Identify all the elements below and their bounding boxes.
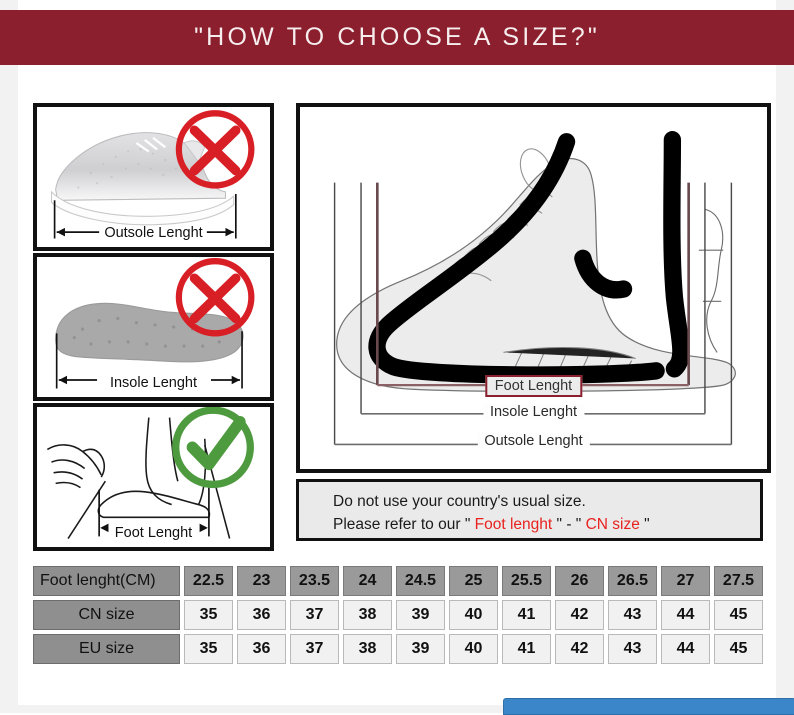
- table-row-cells: 35 36 37 38 39 40 41 42 43 44 45: [180, 600, 763, 630]
- table-cell: 26: [555, 566, 604, 596]
- table-cell: 42: [555, 634, 604, 664]
- foot-measure-illustration: [46, 407, 254, 539]
- note-line-1: Do not use your country's usual size.: [333, 493, 586, 510]
- table-row-label: EU size: [33, 634, 180, 664]
- table-cell: 45: [714, 600, 763, 630]
- table-cell: 26.5: [608, 566, 657, 596]
- table-row: CN size 35 36 37 38 39 40 41 42 43 44 45: [33, 600, 763, 630]
- table-cell: 36: [237, 634, 286, 664]
- table-cell: 38: [343, 634, 392, 664]
- table-cell: 44: [661, 600, 710, 630]
- panel-outsole-label: Outsole Lenght: [104, 225, 203, 241]
- table-cell: 43: [608, 634, 657, 664]
- table-row: Foot lenght(CM) 22.5 23 23.5 24 24.5 25 25.5 26 2…: [33, 566, 763, 596]
- note-term-cn-size: CN size: [585, 516, 640, 533]
- table-cell: 39: [396, 634, 445, 664]
- panel-insole-length: Insole Lenght: [33, 253, 274, 401]
- insole-illustration: [55, 258, 255, 389]
- table-cell: 41: [502, 634, 551, 664]
- main-label-outsole-length: Outsole Lenght: [477, 433, 590, 449]
- table-cell: 24: [343, 566, 392, 596]
- table-cell: 24.5: [396, 566, 445, 596]
- size-conversion-table: Foot lenght(CM) 22.5 23 23.5 24 24.5 25 25.5 26 2…: [33, 566, 763, 668]
- header-banner: "HOW TO CHOOSE A SIZE?": [0, 10, 794, 65]
- page-title: "HOW TO CHOOSE A SIZE?": [194, 23, 600, 51]
- table-cell: 35: [184, 600, 233, 630]
- bottom-blue-bar[interactable]: [503, 698, 794, 715]
- table-cell: 23.5: [290, 566, 339, 596]
- table-cell: 37: [290, 634, 339, 664]
- table-cell: 37: [290, 600, 339, 630]
- panel-foot-length: Foot Lenght: [33, 403, 274, 551]
- note-suffix: ": [639, 516, 650, 533]
- table-cell: 43: [608, 600, 657, 630]
- table-cell: 44: [661, 634, 710, 664]
- note-box: Do not use your country's usual size. Pl…: [296, 479, 763, 541]
- table-cell: 45: [714, 634, 763, 664]
- table-row-label: CN size: [33, 600, 180, 630]
- note-line-2: Please refer to our " Foot lenght " - " …: [333, 513, 760, 536]
- table-cell: 41: [502, 600, 551, 630]
- panel-outsole-length: Outsole Lenght: [33, 103, 274, 251]
- panel-insole-label: Insole Lenght: [109, 375, 198, 391]
- panel-foot-label: Foot Lenght: [114, 525, 193, 541]
- table-cell: 36: [237, 600, 286, 630]
- table-cell: 39: [396, 600, 445, 630]
- note-prefix: Please refer to our ": [333, 516, 475, 533]
- note-middle: " - ": [552, 516, 586, 533]
- main-label-insole-length: Insole Lenght: [482, 404, 585, 420]
- table-cell: 23: [237, 566, 286, 596]
- table-row-label: Foot lenght(CM): [33, 566, 180, 596]
- note-term-foot-length: Foot lenght: [474, 516, 553, 533]
- panel-main-diagram: Foot Lenght Insole Lenght Outsole Lenght: [296, 103, 771, 473]
- table-cell: 27.5: [714, 566, 763, 596]
- table-cell: 38: [343, 600, 392, 630]
- table-cell: 40: [449, 600, 498, 630]
- table-cell: 25: [449, 566, 498, 596]
- table-cell: 35: [184, 634, 233, 664]
- table-cell: 42: [555, 600, 604, 630]
- table-cell: 27: [661, 566, 710, 596]
- foot-in-shoe-illustration: [333, 131, 736, 446]
- table-cell: 22.5: [184, 566, 233, 596]
- table-cell: 25.5: [502, 566, 551, 596]
- table-cell: 40: [449, 634, 498, 664]
- table-row-cells: 35 36 37 38 39 40 41 42 43 44 45: [180, 634, 763, 664]
- table-row: EU size 35 36 37 38 39 40 41 42 43 44 45: [33, 634, 763, 664]
- sneaker-illustration: [50, 110, 255, 239]
- table-row-cells: 22.5 23 23.5 24 24.5 25 25.5 26 26.5 27 27.5: [180, 566, 763, 596]
- main-label-foot-length: Foot Lenght: [484, 375, 583, 397]
